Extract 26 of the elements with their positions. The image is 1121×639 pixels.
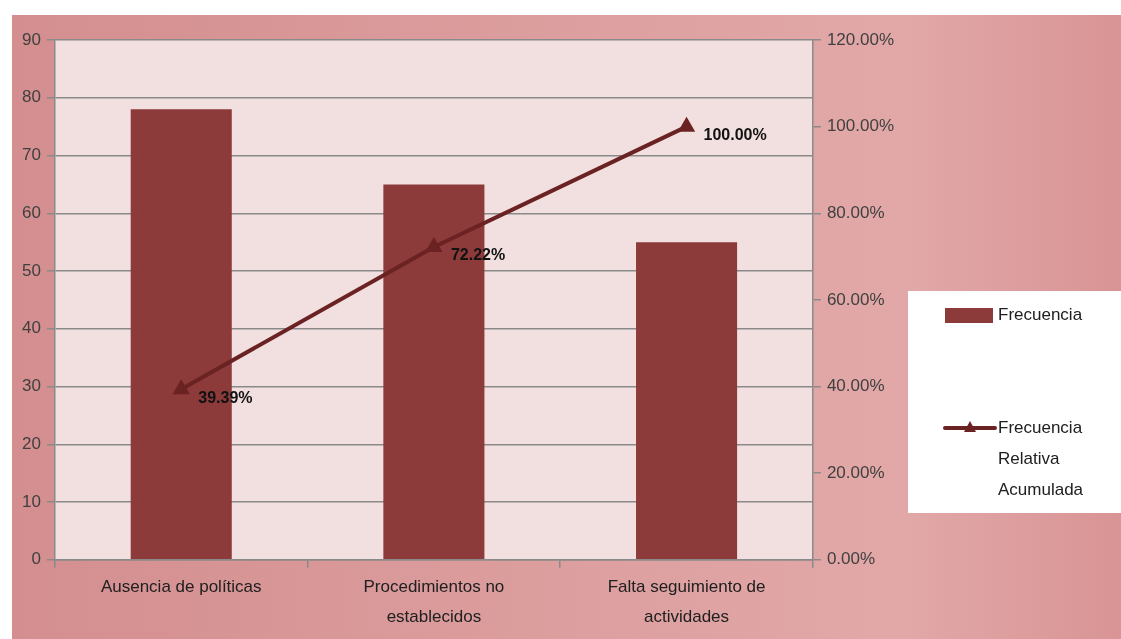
y-tick-label: 10 (21, 491, 41, 511)
y2-tick-label: 40.00% (826, 376, 885, 396)
y-tick-label: 0 (31, 549, 41, 569)
x-tick-label: Ausencia de políticas (100, 576, 262, 596)
y-tick-label: 70 (21, 145, 41, 165)
point (172, 379, 190, 395)
y-tick-label: 80 (21, 87, 41, 107)
y2-tick-label: 20.00% (826, 462, 885, 482)
y2-tick-label: 60.00% (826, 289, 885, 309)
y-tick-label: 90 (21, 29, 41, 49)
legend-label: Frecuencia (998, 304, 1083, 324)
x-tick-label: Falta seguimiento de actividades (607, 576, 766, 627)
y-tick-label: 60 (21, 202, 41, 222)
y-tick-label: 50 (21, 260, 41, 280)
bar (636, 242, 738, 560)
y-tick-label: 20 (21, 433, 41, 453)
y-tick-label: 30 (21, 376, 41, 396)
y2-tick-label: 80.00% (826, 202, 885, 222)
y-tick-label: 40 (21, 318, 41, 338)
data-label: 100.00% (703, 126, 767, 144)
y2-tick-label: 100.00% (826, 116, 895, 136)
y2-tick-label: 0.00% (826, 549, 876, 569)
point (425, 236, 443, 252)
legend-label: Frecuencia Relativa Acumulada (998, 417, 1084, 499)
x-tick-label: Procedimientos no establecidos (363, 576, 505, 627)
y2-tick-label: 120.00% (826, 29, 895, 49)
